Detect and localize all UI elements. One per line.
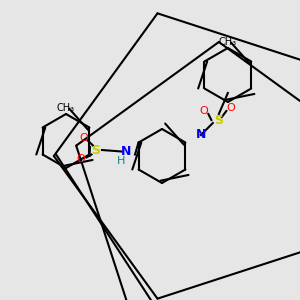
- Text: O: O: [200, 106, 208, 116]
- Text: CH₃: CH₃: [219, 37, 237, 47]
- Text: O: O: [76, 154, 85, 164]
- Text: N: N: [121, 145, 131, 158]
- Text: CH₃: CH₃: [57, 103, 75, 113]
- Text: N: N: [196, 128, 206, 142]
- Text: O: O: [226, 103, 235, 113]
- Text: S: S: [92, 143, 100, 157]
- Text: O: O: [80, 133, 88, 143]
- Text: H: H: [117, 155, 126, 166]
- Text: S: S: [214, 113, 223, 127]
